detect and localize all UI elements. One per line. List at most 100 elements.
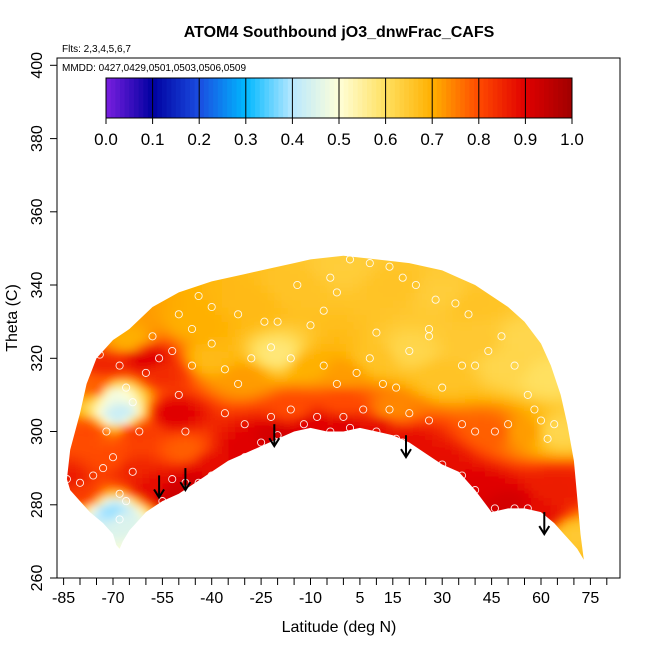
field-cell: [195, 453, 203, 462]
field-cell: [340, 534, 348, 542]
field-cell: [584, 358, 591, 366]
field-cell: [280, 519, 289, 528]
field-cell: [577, 490, 584, 498]
arrow-markers: [153, 424, 551, 536]
colorbar-swatch: [143, 78, 149, 118]
field-cell: [155, 497, 163, 506]
field-cell: [155, 255, 163, 264]
field-cell: [379, 336, 387, 345]
observation-point: [62, 475, 71, 484]
field-cell: [76, 416, 84, 425]
field-cell: [228, 497, 236, 506]
field-cell: [406, 372, 414, 381]
field-cell: [498, 321, 506, 330]
field-cell: [228, 372, 236, 381]
colorbar-swatch: [539, 78, 545, 118]
field-cell: [524, 321, 532, 330]
field-cell: [320, 409, 328, 418]
field-cell: [425, 358, 433, 367]
field-cell: [162, 365, 170, 374]
field-cell: [175, 402, 183, 411]
field-cell: [386, 504, 394, 513]
field-cell: [438, 299, 447, 308]
field-cell: [399, 255, 407, 264]
field-cell: [116, 321, 124, 330]
field-cell: [241, 548, 249, 557]
field-cell: [168, 409, 177, 418]
colorbar-swatch: [446, 78, 452, 118]
field-cell: [392, 475, 400, 484]
observation-point: [293, 280, 302, 290]
field-cell: [478, 563, 485, 571]
field-cell: [340, 490, 348, 498]
field-cell: [438, 402, 447, 411]
field-cell: [168, 468, 177, 476]
field-cell: [103, 475, 111, 484]
field-cell: [287, 255, 295, 264]
field-cell: [491, 277, 499, 286]
field-cell: [465, 387, 473, 396]
field-cell: [504, 534, 512, 542]
colorbar-swatch: [171, 78, 177, 118]
colorbar-swatch: [408, 78, 415, 118]
field-cell: [215, 548, 223, 557]
field-cell: [537, 475, 545, 484]
colorbar-swatch: [189, 78, 196, 118]
field-cell: [83, 387, 91, 396]
field-cell: [307, 541, 315, 550]
field-cell: [116, 497, 124, 506]
field-cell: [471, 512, 479, 520]
field-cell: [584, 322, 591, 330]
field-cell: [248, 460, 256, 469]
field-cell: [550, 336, 559, 345]
observation-point: [352, 368, 361, 377]
field-cell: [524, 263, 532, 271]
field-cell: [590, 483, 597, 491]
field-cell: [294, 416, 302, 425]
field-cell: [333, 394, 341, 403]
field-cell: [294, 526, 302, 535]
colorbar-swatch: [203, 78, 210, 118]
field-cell: [228, 365, 236, 374]
field-cell: [66, 556, 71, 560]
field-cell: [182, 497, 190, 506]
field-cell: [452, 446, 460, 455]
field-cell: [248, 255, 256, 264]
field-cell: [280, 541, 289, 550]
field-cell: [491, 453, 499, 462]
field-cell: [458, 504, 466, 513]
field-cell: [109, 453, 117, 462]
field-cell: [550, 351, 559, 359]
field-cell: [248, 372, 256, 381]
field-cell: [320, 460, 328, 469]
field-cell: [478, 416, 486, 425]
field-cell: [122, 270, 130, 279]
field-cell: [524, 482, 532, 491]
field-cell: [570, 255, 578, 264]
field-cell: [76, 512, 84, 520]
field-cell: [353, 343, 361, 352]
field-cell: [333, 556, 341, 560]
field-cell: [168, 336, 177, 345]
field-cell: [392, 314, 400, 323]
field-cell: [155, 556, 163, 560]
field-cell: [70, 534, 78, 542]
field-cell: [307, 255, 315, 257]
field-cell: [452, 541, 460, 550]
field-cell: [373, 453, 381, 462]
field-cell: [294, 343, 302, 352]
field-cell: [570, 372, 578, 381]
field-cell: [359, 548, 368, 557]
field-cell: [452, 277, 460, 286]
field-cell: [307, 387, 315, 396]
field-cell: [577, 526, 584, 535]
field-cell: [577, 453, 584, 462]
field-cell: [333, 438, 341, 447]
field-cell: [162, 380, 170, 389]
field-cell: [504, 497, 512, 506]
field-cell: [129, 409, 137, 418]
field-cell: [287, 446, 295, 455]
field-cell: [550, 453, 559, 462]
field-cell: [241, 372, 249, 381]
field-cell: [175, 504, 183, 513]
